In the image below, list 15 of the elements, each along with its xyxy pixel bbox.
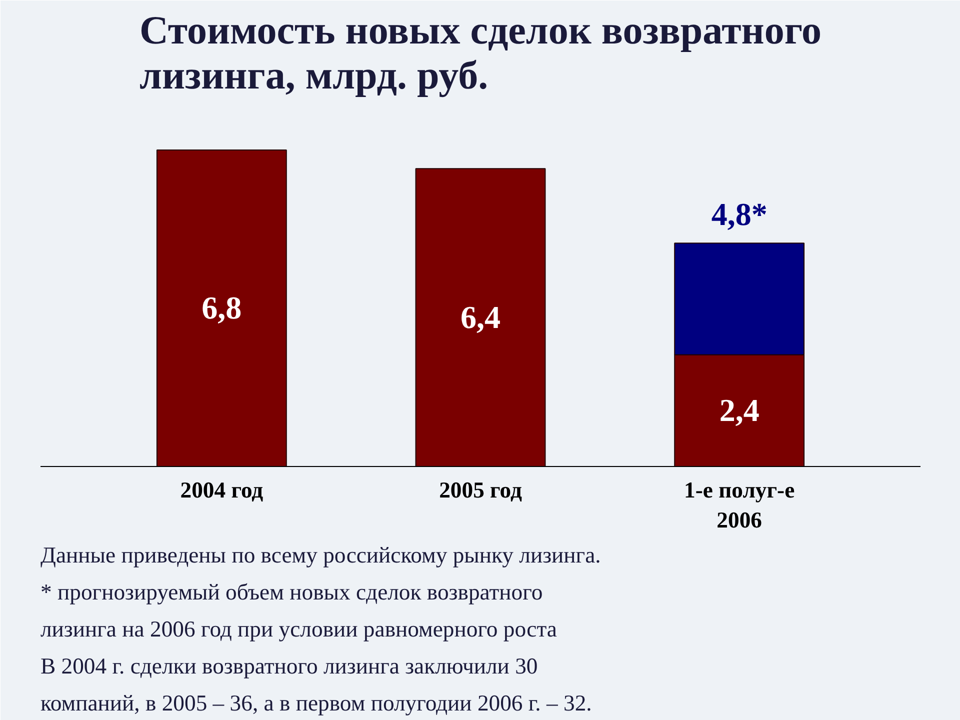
x-tick-label: 1-е полуг-е 2006 [684,478,795,532]
text: компаний, в 2005 – 36, а в первом полугодии 2006 г. – 32. [40,690,592,716]
chart-title: Стоимость новых сделок возвратного лизинга, млрд. руб. [140,8,822,98]
data-label: 6,8 [202,290,242,326]
bar [415,168,546,466]
total-label: 4,8* [711,196,768,232]
x-tick-label: 2005 год [439,478,522,502]
data-label: 2,4 [719,392,760,428]
data-label: 6,4 [460,299,500,336]
text: В 2004 г. сделки возвратного лизинга заключили 30 [40,654,538,678]
bar [156,149,287,466]
text: * прогнозируемый объем новых сделок возвратного [40,580,543,604]
text: Данные приведены по всему российскому рынку лизинга. [40,542,601,568]
text: лизинга на 2006 год при условии равномерного роста [40,616,557,642]
x-tick-label: 2004 год [180,478,264,502]
